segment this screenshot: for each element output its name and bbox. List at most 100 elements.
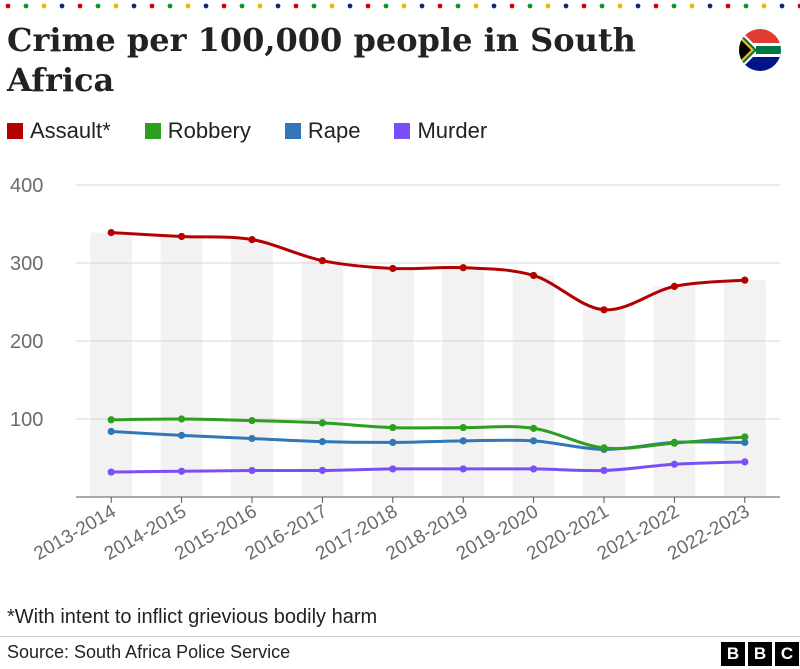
legend-item-assault: Assault*	[7, 118, 111, 144]
data-point-assault	[600, 306, 608, 314]
background-bands	[90, 232, 766, 498]
gridlines	[76, 184, 780, 420]
decorative-dot	[599, 3, 605, 9]
decorative-dot	[95, 3, 101, 9]
legend-label-murder: Murder	[417, 118, 488, 143]
decorative-dot	[491, 3, 497, 9]
decorative-dot	[239, 3, 245, 9]
data-point-rape	[741, 438, 749, 446]
decorative-dot	[707, 3, 713, 9]
y-tick-label: 100	[10, 409, 43, 431]
decorative-dot	[653, 3, 659, 9]
data-point-rape	[530, 437, 538, 445]
source-note: Source: South Africa Police Service	[7, 642, 291, 662]
decorative-dot	[77, 3, 83, 9]
data-point-robbery	[670, 439, 679, 447]
data-point-rape	[107, 427, 115, 436]
decorative-dot	[527, 3, 533, 9]
data-point-murder	[530, 465, 538, 473]
decorative-dot	[203, 3, 209, 9]
decorative-dot	[581, 3, 587, 9]
decorative-dot	[455, 3, 461, 9]
decorative-dot	[257, 3, 263, 9]
data-point-assault	[178, 232, 186, 241]
data-point-robbery	[107, 416, 115, 424]
data-point-rape	[248, 434, 256, 443]
decorative-dot	[797, 3, 800, 9]
data-point-robbery	[741, 433, 749, 441]
background-band-2018-2019	[442, 267, 485, 497]
series-line-robbery	[109, 417, 747, 450]
legend-swatch-murder	[394, 123, 411, 139]
line-chart: 100 200 300 400 2013-20142014-20152015-2016…	[10, 175, 780, 565]
footer-divider	[0, 636, 800, 637]
decorative-dot	[275, 3, 281, 9]
data-point-robbery	[178, 415, 186, 423]
chart-title: Crime per 100,000 people in South Africa	[7, 21, 636, 99]
decorative-dot	[473, 3, 479, 9]
bbc-logo: B B C	[718, 642, 799, 666]
y-tick-label: 300	[10, 253, 43, 275]
decorative-dot	[545, 3, 551, 9]
legend-item-rape: Rape	[284, 118, 361, 144]
data-point-murder	[670, 460, 679, 468]
decorative-dot-strip	[5, 3, 800, 9]
background-band-2015-2016	[231, 239, 273, 497]
data-point-robbery	[459, 423, 467, 432]
bbc-logo-block-3: C	[775, 642, 799, 666]
legend-label-assault: Assault*	[30, 118, 111, 143]
series-lines	[109, 231, 747, 474]
decorative-dot	[401, 3, 407, 9]
data-point-murder	[741, 458, 749, 466]
legend-item-robbery: Robbery	[144, 118, 251, 144]
decorative-dot	[743, 3, 749, 9]
background-band-2016-2017	[301, 260, 344, 497]
decorative-dot	[311, 3, 317, 9]
series-line-assault	[109, 231, 747, 312]
data-point-assault	[670, 282, 679, 290]
y-axis-labels: 100 200 300 400	[10, 175, 43, 431]
data-point-rape	[318, 438, 326, 446]
data-point-murder	[600, 466, 608, 475]
data-point-rape	[459, 437, 467, 445]
background-band-2019-2020	[512, 275, 555, 497]
decorative-dot	[365, 3, 371, 9]
data-point-murder	[318, 466, 326, 475]
data-point-murder	[107, 468, 115, 476]
legend-swatch-robbery	[144, 123, 161, 139]
decorative-dot	[41, 3, 47, 9]
data-point-murder	[248, 466, 256, 475]
decorative-dot	[671, 3, 677, 9]
decorative-dot	[23, 3, 29, 9]
decorative-dot	[185, 3, 191, 9]
series-line-murder	[109, 460, 747, 474]
decorative-dot	[383, 3, 389, 9]
legend-label-rape: Rape	[307, 118, 361, 143]
x-axis-ticks	[110, 497, 746, 503]
decorative-dot	[437, 3, 443, 9]
legend-item-murder: Murder	[394, 118, 487, 144]
x-axis-labels: 2013-20142014-20152015-20162016-20172017…	[30, 501, 753, 565]
data-point-assault	[459, 264, 467, 272]
decorative-dot	[167, 3, 173, 9]
decorative-dot	[131, 3, 137, 9]
data-point-robbery	[389, 423, 397, 432]
y-tick-label: 400	[10, 175, 43, 197]
series-points	[107, 228, 749, 476]
decorative-dot	[5, 3, 11, 9]
data-point-assault	[318, 257, 326, 265]
y-tick-label: 200	[10, 331, 43, 353]
decorative-dot	[689, 3, 695, 9]
decorative-dot	[347, 3, 353, 9]
decorative-dot	[59, 3, 65, 9]
decorative-dot	[779, 3, 785, 9]
decorative-dot	[113, 3, 119, 9]
bbc-logo-block-2: B	[748, 642, 772, 666]
decorative-dot	[293, 3, 299, 9]
data-point-assault	[741, 276, 749, 284]
data-point-assault	[107, 228, 115, 237]
background-band-2013-2014	[90, 232, 133, 497]
data-point-assault	[530, 271, 538, 280]
legend: Assault* Robbery Rape Murder	[7, 117, 521, 145]
data-point-rape	[178, 431, 186, 439]
